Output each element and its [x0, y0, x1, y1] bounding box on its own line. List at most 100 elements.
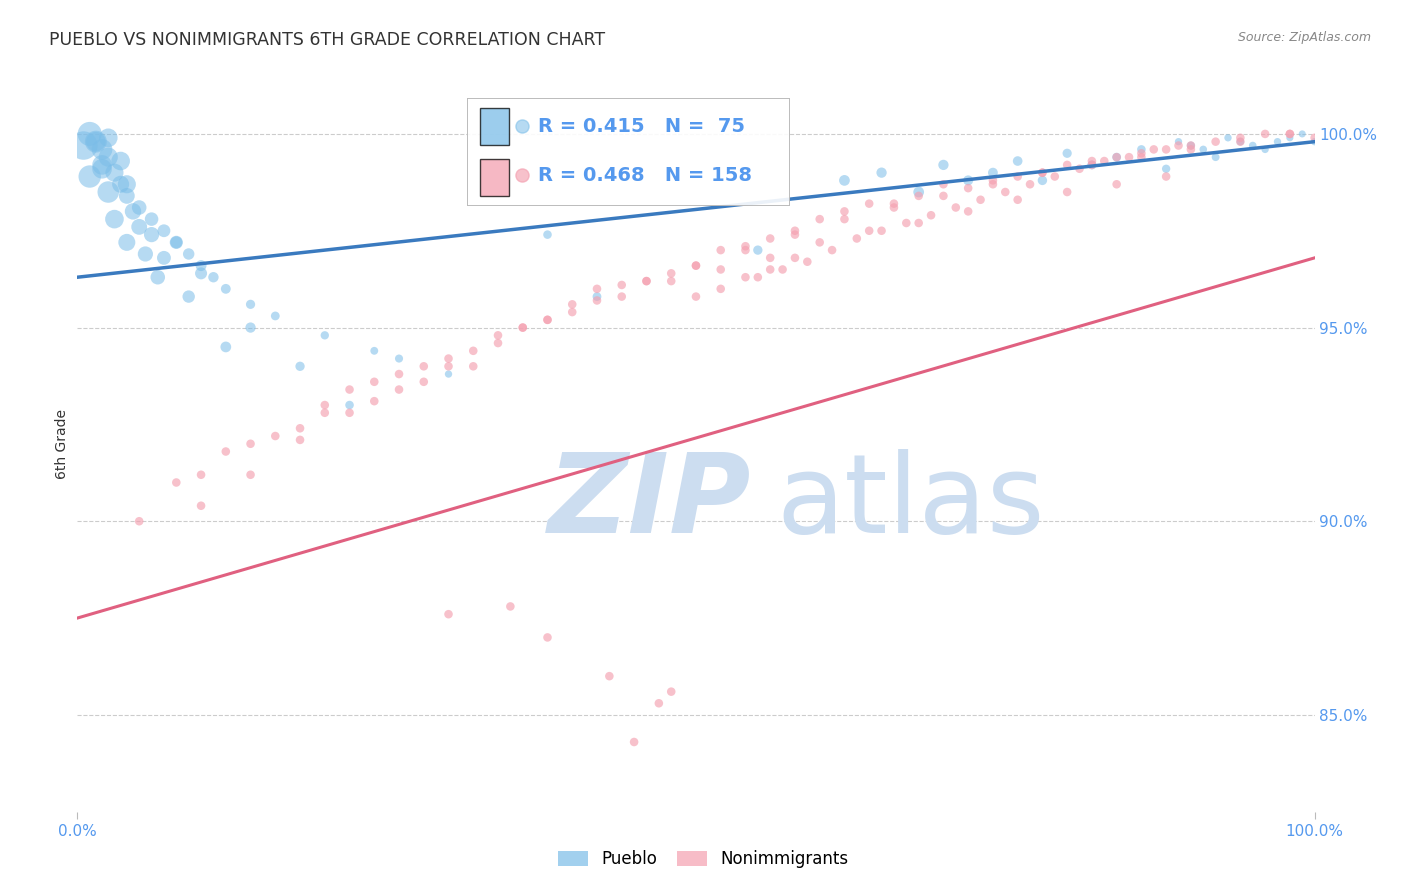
Point [821, 243, 844, 257]
Point [141, 212, 163, 227]
Point [610, 277, 633, 292]
Point [536, 313, 558, 327]
Point [202, 270, 225, 285]
Point [783, 251, 806, 265]
Point [1019, 178, 1042, 192]
Point [128, 219, 150, 234]
Point [1130, 150, 1153, 164]
Point [907, 216, 929, 230]
Point [437, 367, 460, 381]
Point [339, 383, 361, 397]
Point [710, 282, 733, 296]
Point [685, 290, 707, 304]
Point [363, 375, 385, 389]
Point [134, 247, 156, 261]
Point [97, 150, 120, 164]
Point [957, 204, 980, 219]
Point [97, 185, 120, 199]
Text: PUEBLO VS NONIMMIGRANTS 6TH GRADE CORRELATION CHART: PUEBLO VS NONIMMIGRANTS 6TH GRADE CORREL… [49, 31, 606, 49]
Point [870, 166, 893, 180]
Point [883, 196, 905, 211]
Point [288, 421, 311, 435]
Point [122, 204, 145, 219]
Point [1241, 138, 1264, 153]
Point [1278, 127, 1301, 141]
Point [536, 631, 558, 645]
Point [1118, 150, 1140, 164]
Point [146, 270, 169, 285]
Point [1007, 154, 1029, 169]
Point [239, 436, 262, 450]
Point [994, 185, 1017, 199]
Point [845, 231, 868, 245]
Point [1180, 143, 1202, 157]
Point [1031, 166, 1053, 180]
Point [561, 305, 583, 319]
Point [945, 201, 967, 215]
Text: atlas: atlas [776, 450, 1045, 556]
Point [215, 444, 238, 458]
Point [97, 130, 120, 145]
Point [710, 262, 733, 277]
Point [437, 607, 460, 622]
Point [1105, 178, 1128, 192]
Point [747, 270, 769, 285]
Point [536, 227, 558, 242]
Point [190, 259, 212, 273]
Point [623, 735, 645, 749]
Point [1205, 150, 1227, 164]
Point [1007, 193, 1029, 207]
Point [110, 178, 132, 192]
Point [1092, 154, 1115, 169]
Point [314, 398, 336, 412]
Point [339, 398, 361, 412]
Point [128, 514, 150, 528]
Point [363, 343, 385, 358]
Point [437, 359, 460, 374]
Point [957, 173, 980, 187]
Point [834, 173, 856, 187]
Point [91, 161, 114, 176]
Point [1069, 161, 1091, 176]
Point [239, 320, 262, 334]
Point [190, 266, 212, 280]
Point [1154, 143, 1177, 157]
Point [153, 251, 176, 265]
Point [957, 181, 980, 195]
Point [264, 429, 287, 443]
Point [636, 274, 658, 288]
Point [190, 467, 212, 482]
Point [907, 185, 929, 199]
Point [115, 235, 138, 250]
Point [314, 328, 336, 343]
Point [734, 239, 756, 253]
Point [1267, 135, 1289, 149]
Point [412, 375, 434, 389]
Text: Source: ZipAtlas.com: Source: ZipAtlas.com [1237, 31, 1371, 45]
Point [1167, 138, 1189, 153]
Point [870, 224, 893, 238]
Point [437, 351, 460, 366]
Point [1081, 158, 1104, 172]
Point [165, 235, 187, 250]
Point [685, 259, 707, 273]
Point [808, 212, 831, 227]
Point [512, 320, 534, 334]
Point [734, 270, 756, 285]
Point [1192, 143, 1215, 157]
Point [907, 189, 929, 203]
Point [981, 178, 1004, 192]
Point [772, 262, 794, 277]
Text: ZIP: ZIP [547, 450, 751, 556]
Point [834, 204, 856, 219]
Point [388, 351, 411, 366]
Point [1180, 138, 1202, 153]
Point [103, 212, 125, 227]
Point [858, 196, 880, 211]
Point [1031, 173, 1053, 187]
Point [759, 262, 782, 277]
Point [1303, 135, 1326, 149]
Point [215, 282, 238, 296]
Point [153, 224, 176, 238]
Point [128, 201, 150, 215]
